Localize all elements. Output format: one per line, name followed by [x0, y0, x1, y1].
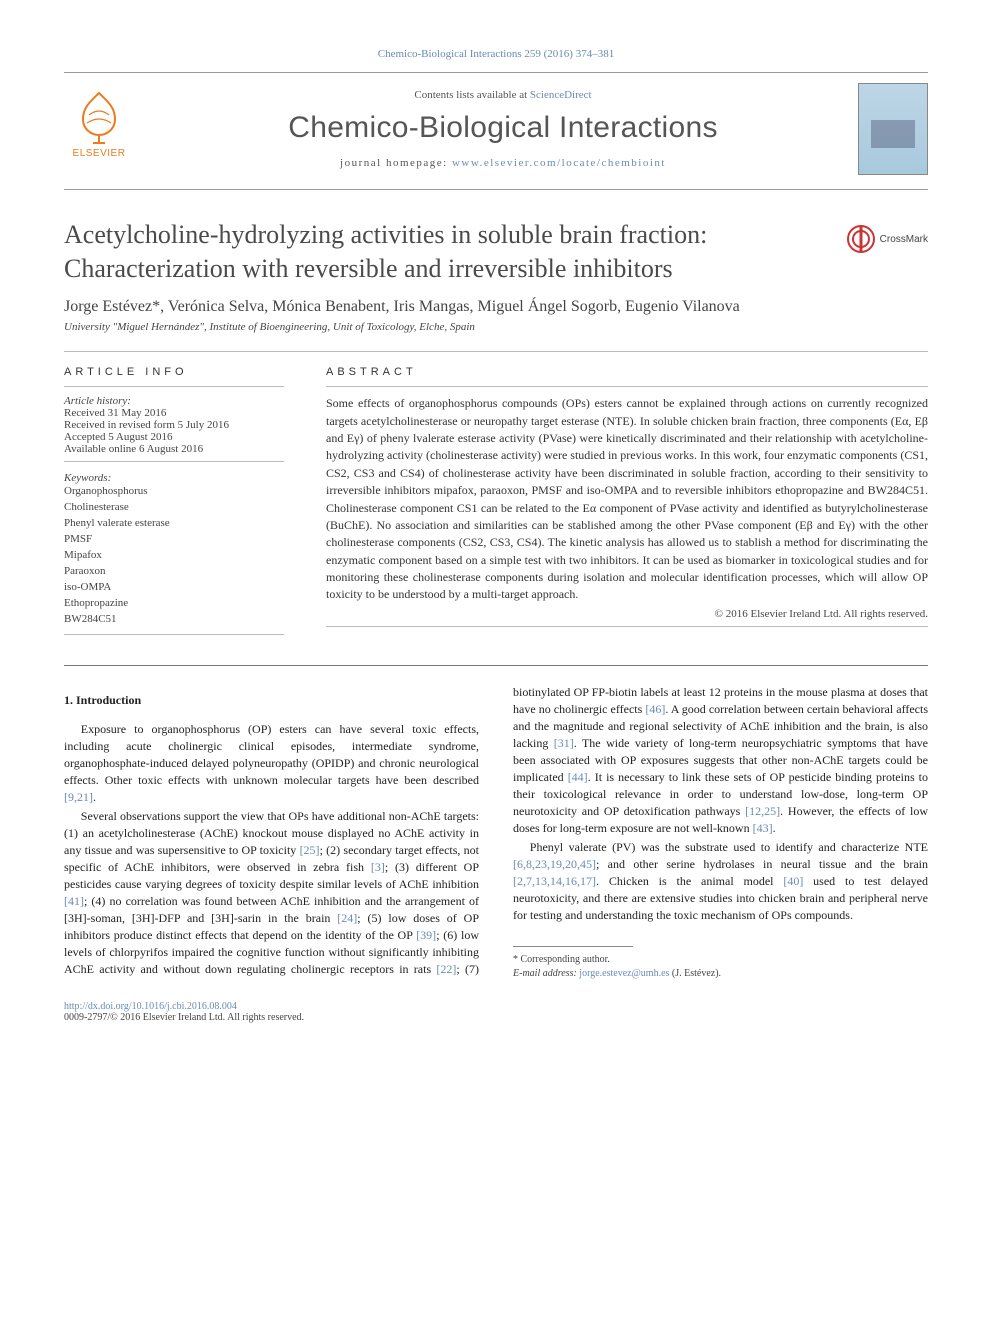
- keywords-list: OrganophosphorusCholinesterasePhenyl val…: [64, 484, 284, 627]
- body-columns: 1. Introduction Exposure to organophosph…: [64, 684, 928, 982]
- history-label: Article history:: [64, 395, 284, 407]
- keyword-item: BW284C51: [64, 612, 284, 628]
- page-footer: http://dx.doi.org/10.1016/j.cbi.2016.08.…: [64, 1001, 928, 1023]
- email-line: E-mail address: jorge.estevez@umh.es (J.…: [513, 967, 928, 981]
- email-link[interactable]: jorge.estevez@umh.es: [579, 968, 669, 979]
- citation-link[interactable]: [9,21]: [64, 790, 93, 804]
- divider: [326, 626, 928, 627]
- contents-available-line: Contents lists available at ScienceDirec…: [148, 89, 858, 101]
- corresponding-author: * Corresponding author.: [513, 953, 928, 967]
- body-text: .: [93, 790, 96, 804]
- abstract-col: ABSTRACT Some effects of organophosphoru…: [326, 366, 928, 642]
- keyword-item: Ethopropazine: [64, 596, 284, 612]
- keyword-item: Paraoxon: [64, 564, 284, 580]
- citation-link[interactable]: [44]: [568, 770, 588, 784]
- page: Chemico-Biological Interactions 259 (201…: [0, 0, 992, 1071]
- divider: [64, 386, 284, 387]
- journal-header-center: Contents lists available at ScienceDirec…: [148, 89, 858, 169]
- sciencedirect-link[interactable]: ScienceDirect: [530, 89, 592, 101]
- citation-link[interactable]: [31]: [554, 736, 574, 750]
- body-text: ; and other serine hydrolases in neural …: [596, 857, 928, 871]
- keyword-item: Phenyl valerate esterase: [64, 516, 284, 532]
- crossmark-icon: [846, 224, 876, 254]
- corresponding-author-footnote: * Corresponding author. E-mail address: …: [513, 953, 928, 981]
- email-tail: (J. Estévez).: [669, 968, 721, 979]
- footnote-separator: [513, 946, 633, 947]
- contents-prefix: Contents lists available at: [414, 89, 529, 101]
- abstract-copyright: © 2016 Elsevier Ireland Ltd. All rights …: [326, 608, 928, 620]
- homepage-prefix: journal homepage:: [340, 157, 452, 169]
- title-block: Acetylcholine-hydrolyzing activities in …: [64, 218, 928, 286]
- paragraph: Phenyl valerate (PV) was the substrate u…: [513, 839, 928, 924]
- email-label: E-mail address:: [513, 968, 579, 979]
- info-abstract-row: ARTICLE INFO Article history: Received 3…: [64, 351, 928, 642]
- citation-link[interactable]: [6,8,23,19,20,45]: [513, 857, 596, 871]
- doi-link[interactable]: http://dx.doi.org/10.1016/j.cbi.2016.08.…: [64, 1001, 237, 1012]
- affiliation: University "Miguel Hernández", Institute…: [64, 321, 928, 333]
- divider: [64, 461, 284, 462]
- article-title: Acetylcholine-hydrolyzing activities in …: [64, 218, 828, 286]
- citation-link[interactable]: [43]: [753, 821, 773, 835]
- citation-link[interactable]: [41]: [64, 894, 84, 908]
- footer-copyright: 0009-2797/© 2016 Elsevier Ireland Ltd. A…: [64, 1012, 928, 1023]
- body-text: .: [773, 821, 776, 835]
- section-1-heading: 1. Introduction: [64, 692, 479, 709]
- citation-link[interactable]: [39]: [416, 928, 436, 942]
- keyword-item: Organophosphorus: [64, 484, 284, 500]
- elsevier-logo: ELSEVIER: [64, 89, 134, 169]
- authors-line: Jorge Estévez*, Verónica Selva, Mónica B…: [64, 296, 928, 318]
- divider: [326, 386, 928, 387]
- citation-link[interactable]: [25]: [300, 843, 320, 857]
- journal-name: Chemico-Biological Interactions: [148, 111, 858, 145]
- revised-date: Received in revised form 5 July 2016: [64, 419, 284, 431]
- citation-link[interactable]: [12,25]: [745, 804, 780, 818]
- citation-link[interactable]: [22]: [436, 962, 456, 976]
- journal-reference: Chemico-Biological Interactions 259 (201…: [64, 48, 928, 60]
- journal-homepage-line: journal homepage: www.elsevier.com/locat…: [148, 157, 858, 169]
- journal-cover-thumbnail: [858, 83, 928, 175]
- citation-link[interactable]: [3]: [371, 860, 385, 874]
- keyword-item: Mipafox: [64, 548, 284, 564]
- article-info-heading: ARTICLE INFO: [64, 366, 284, 378]
- keyword-item: PMSF: [64, 532, 284, 548]
- received-date: Received 31 May 2016: [64, 407, 284, 419]
- citation-link[interactable]: [40]: [783, 874, 803, 888]
- body-text: Phenyl valerate (PV) was the substrate u…: [530, 840, 928, 854]
- abstract-heading: ABSTRACT: [326, 366, 928, 378]
- citation-link[interactable]: [46]: [645, 702, 665, 716]
- body-text: Exposure to organophosphorus (OP) esters…: [64, 722, 479, 787]
- article-info-col: ARTICLE INFO Article history: Received 3…: [64, 366, 284, 642]
- keywords-block: Keywords: OrganophosphorusCholinesterase…: [64, 472, 284, 627]
- crossmark-badge[interactable]: CrossMark: [846, 224, 928, 254]
- citation-link[interactable]: [24]: [337, 911, 357, 925]
- divider: [64, 634, 284, 635]
- accepted-date: Accepted 5 August 2016: [64, 431, 284, 443]
- citation-link[interactable]: [2,7,13,14,16,17]: [513, 874, 596, 888]
- online-date: Available online 6 August 2016: [64, 443, 284, 455]
- journal-homepage-link[interactable]: www.elsevier.com/locate/chembioint: [452, 157, 666, 169]
- keyword-item: iso-OMPA: [64, 580, 284, 596]
- body-divider: [64, 665, 928, 666]
- keyword-item: Cholinesterase: [64, 500, 284, 516]
- crossmark-label: CrossMark: [880, 234, 928, 245]
- elsevier-wordmark: ELSEVIER: [73, 148, 126, 159]
- paragraph: Exposure to organophosphorus (OP) esters…: [64, 721, 479, 806]
- elsevier-tree-icon: [71, 89, 127, 145]
- body-text: . Chicken is the animal model: [596, 874, 783, 888]
- abstract-text: Some effects of organophosphorus compoun…: [326, 395, 928, 604]
- journal-header: ELSEVIER Contents lists available at Sci…: [64, 72, 928, 190]
- keywords-label: Keywords:: [64, 472, 284, 484]
